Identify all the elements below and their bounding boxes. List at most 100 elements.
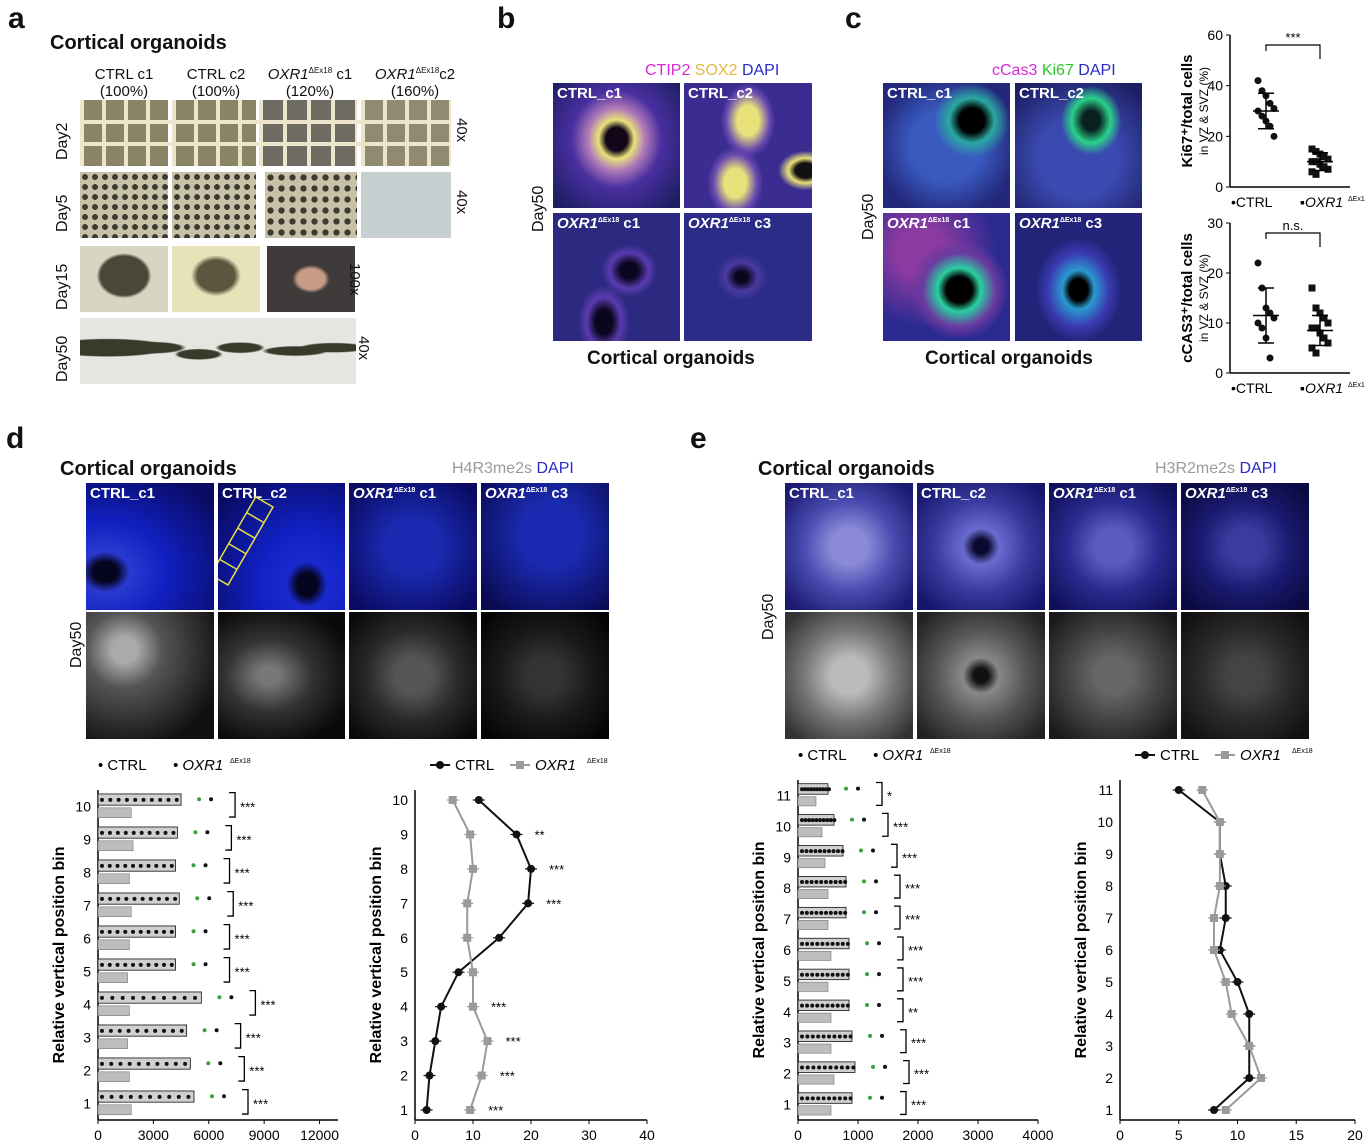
bar-oxr1 [797,920,829,930]
bar-ctrl [97,859,176,872]
data-point [810,972,815,977]
y-tick-label: 9 [1105,846,1113,862]
data-point [524,899,533,908]
y-tick-label: 2 [783,1066,791,1082]
x-tick-label: 0 [1116,1127,1124,1143]
panel-c-stain-legend: cCas3 Ki67 DAPI [992,62,1116,79]
data-point [809,849,813,854]
data-point [1312,170,1320,178]
significance-label: *** [238,899,253,914]
y-tick-label: 5 [783,973,791,989]
y-tick-label: 4 [83,997,91,1013]
data-point [171,830,176,835]
magnification-day50: 40x [355,336,372,361]
data-point [810,818,815,823]
significance-label: *** [546,896,561,911]
d-cellnum-line-chart: 0 10 20 30 4012345678910********************… [368,757,655,1143]
y-tick-label: 9 [400,826,408,842]
data-point [116,896,121,901]
y-tick-label: 11 [776,787,791,803]
series-line-oxr1 [451,799,489,1111]
data-point [880,1033,884,1038]
significance-label: *** [905,881,920,896]
significance-bracket [882,812,889,837]
data-point [1320,314,1328,322]
data-point [819,880,824,884]
bar-ctrl [97,991,202,1004]
data-point [1174,786,1183,794]
data-point [202,1028,207,1033]
data-point [100,896,104,901]
data-point [527,864,535,873]
bar-ctrl [97,892,180,905]
significance-label: *** [905,912,920,927]
data-point [214,1028,219,1033]
data-point [109,1094,114,1099]
data-point [815,1003,820,1008]
data-point [1210,1106,1218,1114]
significance-label: *** [246,1031,261,1046]
data-point [805,972,810,977]
data-point [100,962,104,967]
bar-oxr1 [797,796,817,807]
data-point [162,863,167,868]
data-point [146,1061,151,1066]
panel-b-stain-legend: CTIP2 SOX2 DAPI [645,62,780,79]
data-point [835,972,840,977]
significance-label: * [887,788,892,803]
x-tick-label: 40 [639,1127,655,1143]
significance-label: ** [535,827,545,842]
category-sup: ΔEx18 [1348,382,1365,389]
y-tick-label: 8 [1105,878,1113,894]
image-c-ctrl-c2: CTRL_c2 [1015,83,1142,208]
data-point [825,972,830,977]
significance-label: *** [236,833,251,848]
data-point [856,786,860,791]
y-tick-label: 7 [783,911,791,927]
y-tick-label: 6 [400,930,408,946]
significance-bracket [897,967,904,992]
data-point [148,1094,152,1099]
significance-label: *** [893,819,908,834]
x-tick-label: 3000 [138,1127,169,1143]
data-point [138,962,143,967]
data-point [166,797,171,802]
panel-label-b: b [497,2,516,35]
image-day5-oxr1-c1 [265,172,357,238]
data-point [146,929,151,934]
data-point [828,818,833,823]
data-point [174,797,179,802]
data-point [868,1033,872,1038]
data-point [809,880,814,884]
data-point [209,797,214,802]
significance-label: *** [908,974,923,989]
image-b-oxr1-c1: OXR1ΔEx18 c1 [553,213,680,341]
data-point [1270,104,1278,112]
data-point [800,1034,804,1039]
data-point [169,863,174,868]
data-point [880,1095,884,1100]
data-point [1245,1074,1254,1082]
y-tick-label: 3 [1105,1038,1113,1054]
data-point [843,1096,848,1101]
data-point [512,830,521,839]
panel-e-day-label: Day50 [760,593,777,640]
bar-oxr1 [97,873,130,885]
magnification-day5: 40x [453,190,470,215]
series-line-ctrl [425,799,533,1111]
data-point [1312,148,1320,156]
significance-bracket [238,1055,245,1082]
data-point [100,995,104,1000]
data-point [138,1094,143,1099]
data-point [825,818,830,823]
data-point [156,896,161,901]
x-tick-label: 20 [523,1127,539,1143]
data-point [454,968,463,977]
legend-oxr1-marker [516,761,524,769]
image-d-ctrl-c2-dapi: CTRL_c2 [218,483,345,610]
data-point [127,1061,132,1066]
data-point [844,786,848,791]
x-tick-label: 15 [1288,1127,1304,1143]
